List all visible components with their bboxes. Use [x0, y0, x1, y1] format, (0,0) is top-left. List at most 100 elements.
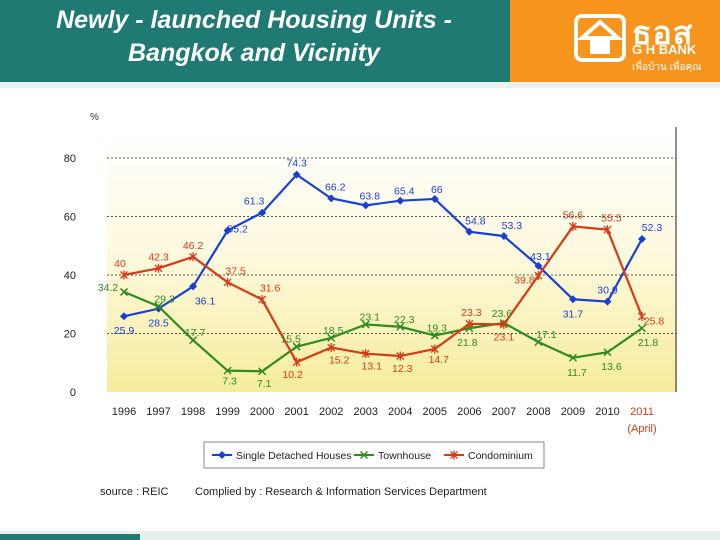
legend: Single Detached Houses Townhouse Condomini…: [203, 441, 545, 469]
data-label: 66: [431, 184, 443, 196]
data-point: [638, 312, 646, 322]
data-label: 15.2: [329, 355, 350, 367]
data-point: [396, 196, 405, 205]
data-point: [154, 302, 163, 311]
data-point: [223, 226, 232, 235]
page-title: Newly - launched Housing Units - Bangkok…: [0, 4, 508, 70]
data-point: [430, 344, 439, 354]
series-line: [123, 225, 644, 364]
x-tick-label: 2011: [630, 406, 654, 418]
data-label: 17.1: [536, 329, 557, 341]
data-label: 17.7: [185, 327, 206, 339]
data-label: 28.5: [148, 318, 169, 330]
y-tick-label: 0: [70, 387, 76, 399]
legend-item: Condominium: [444, 450, 533, 462]
data-label: 21.8: [638, 337, 659, 349]
x-tick-label: 2010: [595, 406, 619, 418]
data-label: 39.8: [514, 275, 535, 287]
data-label: 18.5: [323, 325, 344, 337]
data-point: [189, 336, 198, 345]
source-text: source : REIC: [100, 486, 169, 498]
house-logo-icon: [574, 14, 626, 62]
footer-bar: [0, 531, 720, 540]
data-point: [327, 333, 336, 342]
data-label: 37.5: [225, 265, 246, 277]
data-point: [534, 261, 543, 270]
data-label: 46.2: [183, 240, 204, 252]
logo-slogan: เพื่อบ้าน เพื่อคุณ: [632, 62, 702, 73]
legend-marker: [359, 450, 369, 460]
legend-label: Single Detached Houses: [236, 450, 352, 462]
header-divider: [0, 82, 720, 88]
data-point: [258, 367, 267, 376]
data-point: [189, 252, 198, 262]
data-label: 14.7: [429, 354, 450, 366]
data-label: 54.8: [465, 216, 486, 228]
data-point: [430, 331, 439, 340]
data-point: [361, 320, 370, 329]
data-point: [568, 221, 577, 231]
data-label: 25.8: [644, 316, 665, 328]
data-label: 22.3: [394, 314, 415, 326]
data-label: 11.7: [567, 367, 587, 379]
data-label: 55.5: [601, 213, 622, 225]
data-point: [638, 235, 646, 244]
data-label: 31.7: [563, 308, 584, 320]
data-point: [361, 201, 370, 210]
data-point: [361, 349, 370, 359]
data-label: 21.8: [457, 337, 478, 349]
data-point: [327, 194, 336, 203]
data-label: 63.8: [360, 190, 381, 202]
data-label: 12.3: [392, 363, 413, 375]
data-label: 29.3: [154, 293, 175, 305]
data-label: 74.3: [286, 158, 307, 170]
data-point: [603, 225, 612, 235]
data-point: [430, 194, 439, 203]
logo-name: ธอส: [632, 15, 694, 51]
x-tick-label: 2006: [457, 406, 481, 418]
data-label: 25.9: [114, 325, 135, 337]
logo-bank: G H BANK: [632, 42, 697, 57]
data-point: [327, 343, 336, 353]
data-label: 56.6: [563, 209, 584, 221]
data-label: 30.9: [597, 285, 618, 297]
data-label: 13.1: [362, 361, 383, 373]
x-tick-label: 1998: [181, 406, 205, 418]
data-point: [568, 353, 577, 362]
legend-marker: [450, 450, 458, 460]
data-point: [603, 297, 612, 306]
data-label: 7.3: [222, 376, 237, 388]
y-axis-unit: %: [90, 112, 99, 123]
data-label: 19.3: [427, 323, 448, 335]
data-point: [258, 208, 267, 217]
data-label: 7.1: [257, 378, 272, 390]
legend-label: Townhouse: [378, 450, 431, 462]
x-tick-label: 2008: [526, 406, 550, 418]
data-label: 15.5: [280, 334, 301, 346]
data-point: [396, 322, 405, 331]
x-tick-label: 1996: [112, 406, 136, 418]
x-tick-label: 2009: [561, 406, 585, 418]
data-label: 23.3: [461, 307, 482, 319]
title-line-2: Bangkok and Vicinity: [128, 39, 380, 67]
x-tick-label: 2001: [284, 406, 308, 418]
data-label: 10.2: [282, 369, 303, 381]
title-line-1: Newly - launched Housing Units -: [56, 6, 452, 34]
legend-marker: [218, 451, 226, 459]
compiled-by-text: Complied by : Research & Information Ser…: [195, 486, 487, 498]
data-label: 42.3: [148, 251, 169, 263]
data-point: [534, 271, 543, 281]
data-label: 61.3: [244, 196, 265, 208]
data-point: [292, 357, 301, 367]
data-label: 23.1: [494, 331, 515, 343]
x-tick-label: 1999: [215, 406, 239, 418]
data-point: [189, 282, 198, 291]
x-tick-label: 2007: [492, 406, 516, 418]
data-label: 13.6: [601, 361, 622, 373]
data-point: [120, 270, 128, 280]
data-point: [223, 277, 232, 287]
data-point: [120, 312, 128, 321]
series-line: [123, 173, 643, 318]
x-tick-label: 2004: [388, 406, 412, 418]
data-label: 66.2: [325, 181, 346, 193]
